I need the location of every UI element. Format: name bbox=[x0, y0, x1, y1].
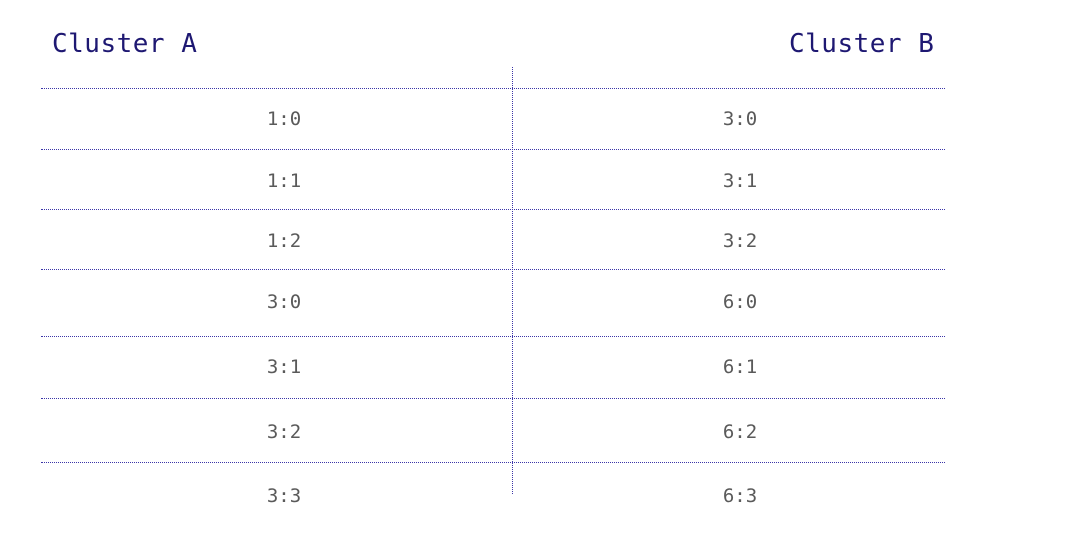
row-separator bbox=[41, 398, 945, 399]
cluster-a-cell: 3:3 bbox=[266, 485, 302, 507]
row-separator bbox=[41, 88, 945, 89]
cluster-a-cell: 1:0 bbox=[266, 108, 302, 130]
cluster-b-cell: 3:0 bbox=[722, 108, 758, 130]
row-separator bbox=[41, 209, 945, 210]
cluster-b-cell: 3:1 bbox=[722, 170, 758, 192]
row-separator bbox=[41, 269, 945, 270]
row-separator bbox=[41, 336, 945, 337]
cluster-b-cell: 3:2 bbox=[722, 230, 758, 252]
cluster-b-header: Cluster B bbox=[789, 29, 935, 59]
cluster-b-cell: 6:0 bbox=[722, 291, 758, 313]
cluster-b-cell: 6:1 bbox=[722, 356, 758, 378]
cluster-a-cell: 3:1 bbox=[266, 356, 302, 378]
cluster-b-cell: 6:3 bbox=[722, 485, 758, 507]
cluster-b-cell: 6:2 bbox=[722, 421, 758, 443]
cluster-a-cell: 3:0 bbox=[266, 291, 302, 313]
cluster-a-cell: 1:1 bbox=[266, 170, 302, 192]
column-divider bbox=[512, 67, 513, 494]
cluster-a-cell: 3:2 bbox=[266, 421, 302, 443]
cluster-a-header: Cluster A bbox=[52, 29, 198, 59]
row-separator bbox=[41, 149, 945, 150]
row-separator bbox=[41, 462, 945, 463]
cluster-a-cell: 1:2 bbox=[266, 230, 302, 252]
